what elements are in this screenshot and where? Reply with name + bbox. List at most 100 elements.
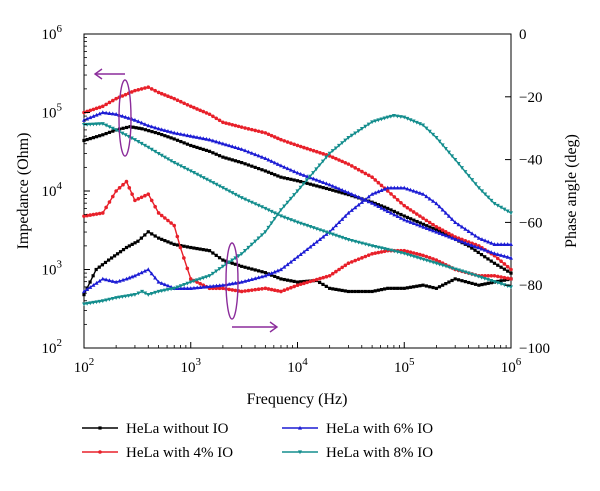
phase-point [230, 258, 235, 263]
phase-point [211, 283, 216, 288]
impedance-point [279, 175, 283, 179]
impedance-point [182, 141, 186, 145]
impedance-point [85, 137, 89, 142]
phase-point [121, 277, 126, 282]
impedance-point [405, 215, 410, 220]
impedance-point [349, 192, 354, 196]
impedance-point [450, 235, 455, 240]
phase-point [132, 273, 137, 278]
impedance-point [431, 226, 435, 231]
impedance-point [483, 255, 487, 259]
impedance-point [88, 122, 93, 127]
impedance-point [191, 171, 196, 175]
phase-point [132, 293, 137, 297]
impedance-point [97, 122, 102, 127]
phase-point [434, 136, 439, 140]
phase-point [473, 233, 478, 238]
impedance-point [346, 192, 351, 197]
phase-point [459, 224, 464, 229]
impedance-point [182, 132, 187, 137]
impedance-point [427, 220, 432, 225]
impedance-point [476, 250, 480, 254]
phase-point [327, 273, 332, 278]
impedance-point [385, 209, 390, 213]
impedance-point [139, 120, 144, 125]
impedance-point [256, 166, 261, 171]
phase-point [207, 249, 212, 253]
impedance-point [456, 238, 461, 243]
impedance-point [389, 248, 394, 253]
impedance-point [437, 231, 442, 235]
impedance-point [239, 147, 244, 151]
phase-point [324, 284, 328, 288]
phase-point [279, 277, 283, 281]
phase-point [285, 287, 290, 291]
phase-point [266, 272, 271, 277]
impedance-point [502, 262, 507, 266]
impedance-point [142, 143, 147, 148]
phase-point [149, 271, 154, 276]
impedance-point [470, 241, 474, 246]
impedance-point [276, 136, 280, 141]
impedance-point [260, 130, 264, 134]
impedance-point [156, 90, 161, 95]
phase-point [427, 196, 432, 201]
phase-point [230, 261, 234, 265]
phase-point [162, 288, 167, 293]
y-right-tick-label: −100 [519, 341, 550, 357]
impedance-point [131, 125, 135, 129]
impedance-point [146, 145, 151, 150]
impedance-point [94, 122, 99, 127]
impedance-point [263, 131, 268, 135]
impedance-point [153, 88, 157, 93]
impedance-point [107, 111, 112, 115]
phase-point [376, 189, 381, 194]
phase-point [334, 287, 338, 291]
phase-point [509, 242, 513, 246]
impedance-point [337, 190, 341, 194]
impedance-point [166, 94, 170, 98]
phase-point [333, 223, 338, 228]
impedance-point [172, 130, 177, 135]
phase-point [321, 282, 325, 287]
impedance-point [473, 244, 478, 249]
phase-point [107, 200, 112, 204]
phase-point [363, 254, 368, 259]
phase-point [142, 268, 147, 273]
impedance-point [217, 118, 222, 123]
phase-point [110, 279, 115, 283]
phase-point [172, 242, 176, 246]
impedance-point [85, 122, 90, 127]
impedance-point [424, 226, 429, 230]
phase-point [405, 116, 410, 121]
phase-point [146, 293, 151, 297]
impedance-point [272, 211, 277, 216]
impedance-point [132, 117, 137, 122]
legend-label: HeLa with 4% IO [126, 445, 233, 461]
phase-point [143, 233, 147, 237]
phase-point [486, 281, 490, 285]
impedance-point [492, 261, 497, 265]
phase-point [386, 286, 390, 290]
impedance-point [175, 138, 180, 142]
phase-point [346, 289, 351, 294]
impedance-point [153, 125, 158, 130]
impedance-point [243, 148, 248, 153]
impedance-point [505, 254, 510, 259]
impedance-point [440, 232, 445, 237]
phase-point [363, 289, 367, 294]
impedance-point [211, 114, 215, 119]
impedance-point [266, 208, 271, 213]
phase-point [273, 274, 277, 279]
impedance-point [123, 114, 128, 119]
phase-point [246, 245, 251, 250]
phase-point [233, 262, 238, 266]
impedance-point [292, 178, 296, 182]
phase-point [446, 150, 451, 155]
phase-point [272, 269, 277, 274]
impedance-point [450, 266, 455, 271]
impedance-point [321, 180, 326, 185]
impedance-point [195, 145, 199, 150]
phase-point [103, 260, 108, 265]
phase-point [456, 222, 461, 227]
